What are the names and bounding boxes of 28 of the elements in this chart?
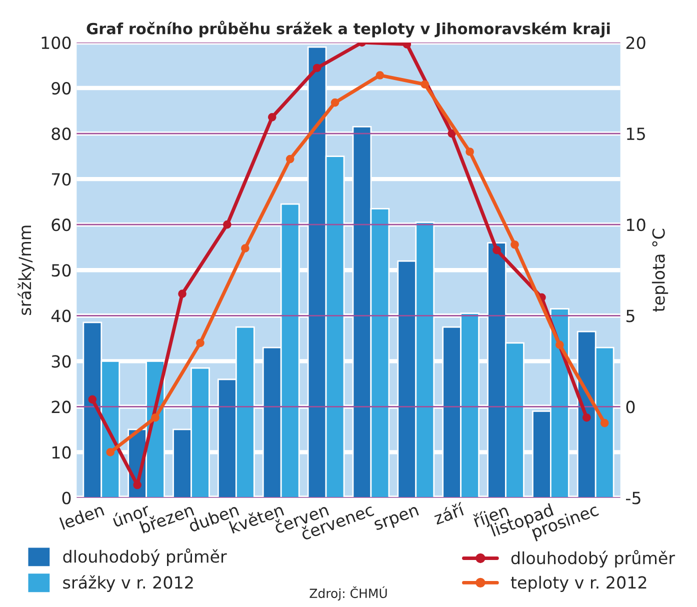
y2-tick-label: 5 xyxy=(626,310,634,322)
y-axis-title: srážky/mm xyxy=(18,226,34,315)
y2-tick-label: 10 xyxy=(627,218,646,232)
x-tick-label: srpen xyxy=(374,506,420,534)
y-tick-label: 100 xyxy=(42,36,71,50)
text: Zdroj: ČHMÚ xyxy=(310,586,387,600)
chart-title: Graf ročního průběhu srážek a teploty v Jihomoravském kraji xyxy=(86,20,610,38)
y2-axis-title: teplota °C xyxy=(652,228,668,312)
x-tick-label: září xyxy=(432,502,466,525)
legend-label: srážky v r. 2012 xyxy=(63,575,193,592)
legend-label: teploty v r. 2012 xyxy=(510,576,646,592)
y-tick-label: 40 xyxy=(51,310,71,322)
y-tick-label: 50 xyxy=(52,264,71,277)
y-tick-label: 70 xyxy=(52,173,71,186)
y-tick-label: 60 xyxy=(52,218,71,232)
y2-tick-label: 15 xyxy=(627,128,645,140)
y-tick-label: 90 xyxy=(52,82,71,95)
y-tick-label: 30 xyxy=(52,355,71,368)
y-tick-label: 10 xyxy=(52,446,71,459)
y2-tick-label: 20 xyxy=(626,36,646,50)
x-tick-label: leden xyxy=(59,503,104,530)
y2-tick-label: 0 xyxy=(626,400,635,414)
y-tick-label: 0 xyxy=(62,492,71,504)
y-tick-label: 20 xyxy=(52,400,71,414)
y-tick-label: 80 xyxy=(52,128,71,140)
legend-label: dlouhodobý průměr xyxy=(511,550,676,568)
y2-tick-label: -5 xyxy=(626,492,640,504)
legend-label: dlouhodobý průměr xyxy=(63,548,227,566)
